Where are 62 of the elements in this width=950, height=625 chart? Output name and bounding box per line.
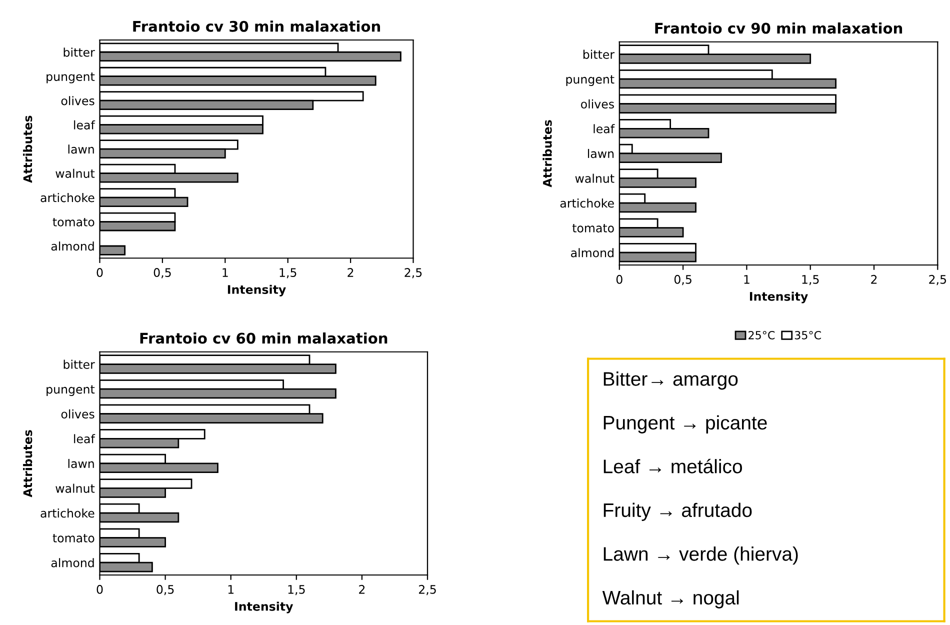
y-axis-title: Attributes — [23, 430, 32, 498]
y-tick-label: leaf — [74, 434, 96, 444]
text: Walnut → nogal — [602, 590, 739, 608]
x-axis-title: Intensity — [235, 602, 294, 614]
x-tick-label: 2,5 — [418, 584, 436, 596]
y-tick-label: tomato — [52, 218, 94, 226]
x-tick-label: 2 — [359, 584, 365, 594]
y-tick-label: leaf — [594, 124, 615, 134]
y-tick-label: tomato — [572, 224, 614, 232]
y-axis-title: Attributes — [23, 116, 32, 183]
text: Bitter→ amargo — [604, 372, 738, 390]
y-tick-label: lawn — [68, 144, 94, 154]
y-tick-label: almond — [51, 242, 94, 251]
text: Leaf → metálico — [604, 458, 742, 474]
text: Lawn → verde (hierva) — [604, 546, 798, 565]
y-tick-label: walnut — [575, 174, 614, 183]
x-tick-label: 1,5 — [288, 585, 305, 596]
y-tick-label: almond — [51, 558, 94, 568]
y-tick-label: bitter — [64, 48, 95, 57]
chart-title: Frantoio cv 90 min malaxation — [655, 22, 902, 34]
x-tick-label: 0 — [96, 584, 103, 594]
x-tick-label: 0,5 — [674, 274, 692, 286]
y-tick-label: bitter — [64, 360, 95, 369]
x-tick-label: 0,5 — [154, 268, 171, 278]
y-tick-label: tomato — [52, 534, 94, 542]
x-tick-label: 1 — [228, 585, 234, 594]
y-tick-label: bitter — [583, 50, 615, 59]
y-tick-label: walnut — [56, 484, 95, 493]
x-tick-label: 2 — [348, 268, 354, 277]
legend-label: 25°C — [748, 330, 775, 340]
x-tick-label: 0,5 — [156, 584, 174, 596]
x-tick-label: 0 — [96, 268, 103, 277]
y-tick-label: lawn — [68, 458, 94, 468]
legend-label: 35°C — [794, 330, 821, 340]
y-tick-label: pungent — [46, 72, 95, 84]
chart-title: Frantoio cv 30 min malaxation — [133, 20, 380, 32]
x-tick-label: 1,5 — [802, 275, 819, 286]
y-tick-label: artichoke — [40, 193, 94, 202]
x-axis-title: Intensity — [750, 292, 808, 304]
x-tick-label: 1 — [222, 268, 228, 277]
y-tick-label: pungent — [46, 385, 95, 396]
y-tick-label: pungent — [566, 75, 614, 86]
y-tick-label: walnut — [56, 168, 95, 178]
x-tick-label: 2,5 — [404, 268, 422, 278]
y-axis-title: Attributes — [542, 120, 552, 188]
y-tick-label: olives — [61, 96, 94, 106]
x-tick-label: 2,5 — [929, 274, 946, 286]
y-tick-label: lawn — [588, 148, 614, 158]
x-axis-title: Intensity — [228, 284, 286, 296]
y-tick-label: artichoke — [560, 198, 614, 208]
y-tick-label: olives — [581, 99, 614, 109]
text: Pungent → picante — [604, 415, 767, 434]
chart-title: Frantoio cv 60 min malaxation — [140, 332, 388, 344]
y-tick-label: almond — [571, 248, 614, 258]
y-tick-label: artichoke — [40, 508, 94, 518]
x-tick-label: 0 — [616, 274, 622, 284]
x-tick-label: 2 — [871, 274, 877, 284]
y-tick-label: leaf — [74, 120, 96, 130]
y-tick-label: olives — [61, 409, 94, 419]
text: Fruity → afrutado — [604, 502, 752, 521]
x-tick-label: 1 — [744, 275, 750, 284]
x-tick-label: 1,5 — [280, 268, 296, 278]
